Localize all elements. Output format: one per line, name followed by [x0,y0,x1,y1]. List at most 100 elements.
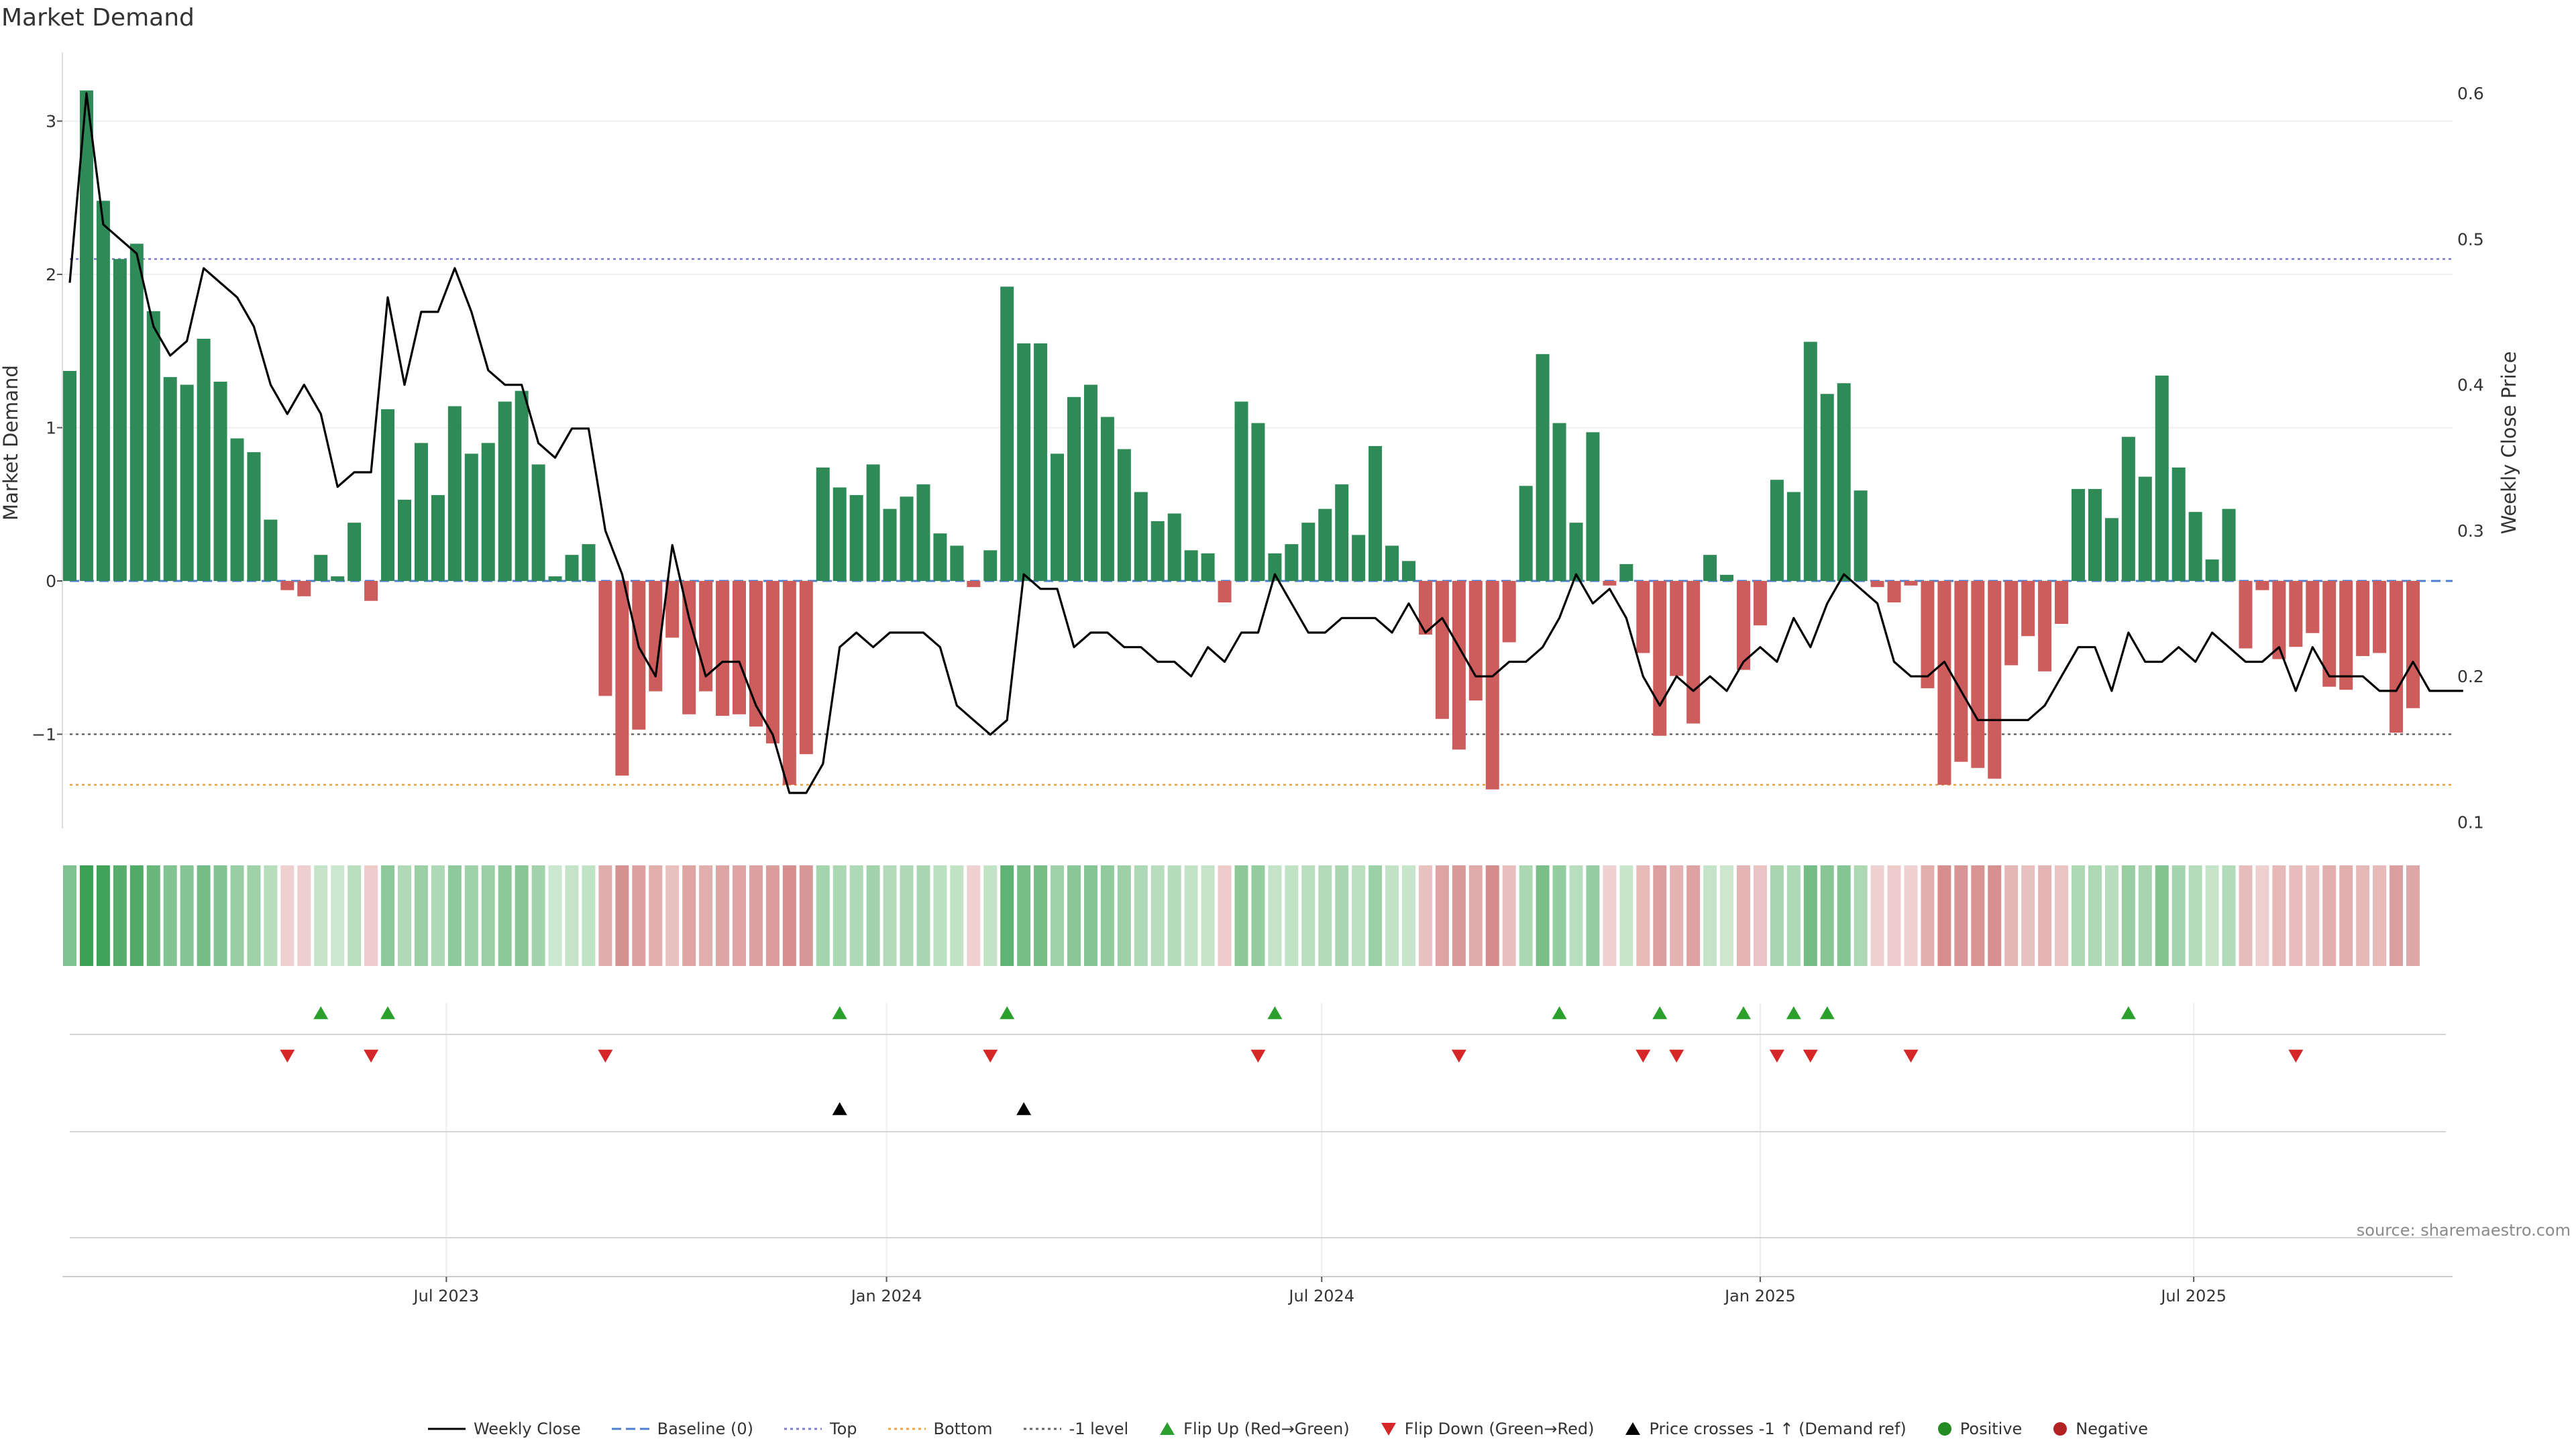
demand-bar [2406,581,2420,708]
heat-cell [1251,865,1265,966]
heat-cell [481,865,495,966]
demand-bar [280,581,294,590]
x-tick-label: Jul 2024 [1287,1287,1354,1305]
demand-bar [1218,581,1232,602]
demand-bar [2088,488,2102,581]
demand-bar [1569,523,1583,581]
flip-up-marker [313,1006,329,1020]
flip-down-marker [280,1049,295,1063]
heat-cell [1067,865,1081,966]
heat-cell [2222,865,2236,966]
demand-bar [1184,550,1198,581]
heat-cell [129,865,144,966]
heat-cell [1603,865,1617,966]
flip-down-marker [983,1049,998,1063]
heat-cell [2373,865,2387,966]
flip-down-marker [364,1049,379,1063]
heat-cell [2004,865,2019,966]
heat-cell [347,865,362,966]
heat-cell [1134,865,1148,966]
heat-cell [1083,865,1097,966]
demand-bar [230,438,244,581]
heat-cell [2038,865,2052,966]
demand-bar [2121,437,2135,581]
heat-cell [1418,865,1432,966]
demand-bar [983,550,998,581]
y2-tick-label: 0.6 [2457,84,2484,103]
demand-bar [833,487,847,581]
legend-item: Negative [2053,1419,2148,1438]
legend: Weekly Close Baseline (0) Top Bottom -1 leve… [0,1419,2576,1438]
heat-cell [1720,865,1734,966]
heat-cell [364,865,378,966]
flip-up-marker [1786,1006,1801,1020]
demand-bar [665,581,680,638]
heat-cell [2021,865,2035,966]
heat-cell [230,865,244,966]
heat-cell [649,865,663,966]
legend-line-swatch [1023,1428,1061,1430]
heat-cell [297,865,311,966]
y-tick-label: 2 [46,265,56,284]
demand-bar [1468,581,1483,701]
heat-cell [314,865,328,966]
flip-down-marker [1903,1049,1919,1063]
legend-label: Weekly Close [473,1419,581,1438]
legend-item: Baseline (0) [611,1419,753,1438]
heat-cell [1921,865,1935,966]
heat-cell [733,865,746,966]
heat-cell [79,865,93,966]
heat-cell [1167,865,1181,966]
heat-cell [381,865,395,966]
chart-title: Market Demand [1,4,195,32]
weekly-close-series [68,92,2463,794]
heat-cell [464,865,478,966]
demand-bar [2373,581,2387,653]
demand-bar [883,508,897,581]
demand-bar [1452,581,1466,750]
demand-bar [163,377,177,581]
flip-down-marker [1635,1049,1651,1063]
weekly-close-line [68,92,2463,794]
demand-bar [2272,581,2286,659]
legend-item: Positive [1937,1419,2022,1438]
heat-cell [1201,865,1215,966]
flip-up-marker [1552,1006,1567,1020]
demand-bar [1034,343,1048,581]
heat-cell [816,865,830,966]
heat-cell [1552,865,1566,966]
heat-cell [2155,865,2169,966]
demand-bar [1134,492,1148,581]
demand-bar [63,370,76,581]
demand-bar [1786,492,1801,581]
heat-cell [1318,865,1332,966]
heat-cell [632,865,646,966]
heat-cell [180,865,194,966]
demand-bar [866,464,880,581]
flip-down-marker [1451,1049,1466,1063]
demand-bar [1770,480,1784,581]
y2-tick-label: 0.4 [2457,376,2484,395]
heat-cell [1619,865,1633,966]
flip-down-marker [1250,1049,1266,1063]
legend-label: Baseline (0) [657,1419,753,1438]
demand-bar [213,381,227,581]
heat-cell [799,865,813,966]
demand-bar [1051,453,1065,581]
demand-bar [2038,581,2052,672]
flip-up-marker [832,1006,847,1020]
flip-down-marker [1803,1049,1818,1063]
y2-tick-label: 0.2 [2457,667,2484,686]
demand-bar [1720,574,1734,581]
legend-label: Top [830,1419,857,1438]
heat-cell [1234,865,1248,966]
heat-cell [1837,865,1851,966]
heat-cell [665,865,680,966]
demand-bar [1385,545,1399,581]
heat-cell [1670,865,1684,966]
heat-cell [213,865,227,966]
heat-cell [2390,865,2404,966]
heat-cell [1385,865,1399,966]
x-tick-label: Jan 2025 [1723,1287,1796,1305]
legend-label: Flip Down (Green→Red) [1404,1419,1595,1438]
